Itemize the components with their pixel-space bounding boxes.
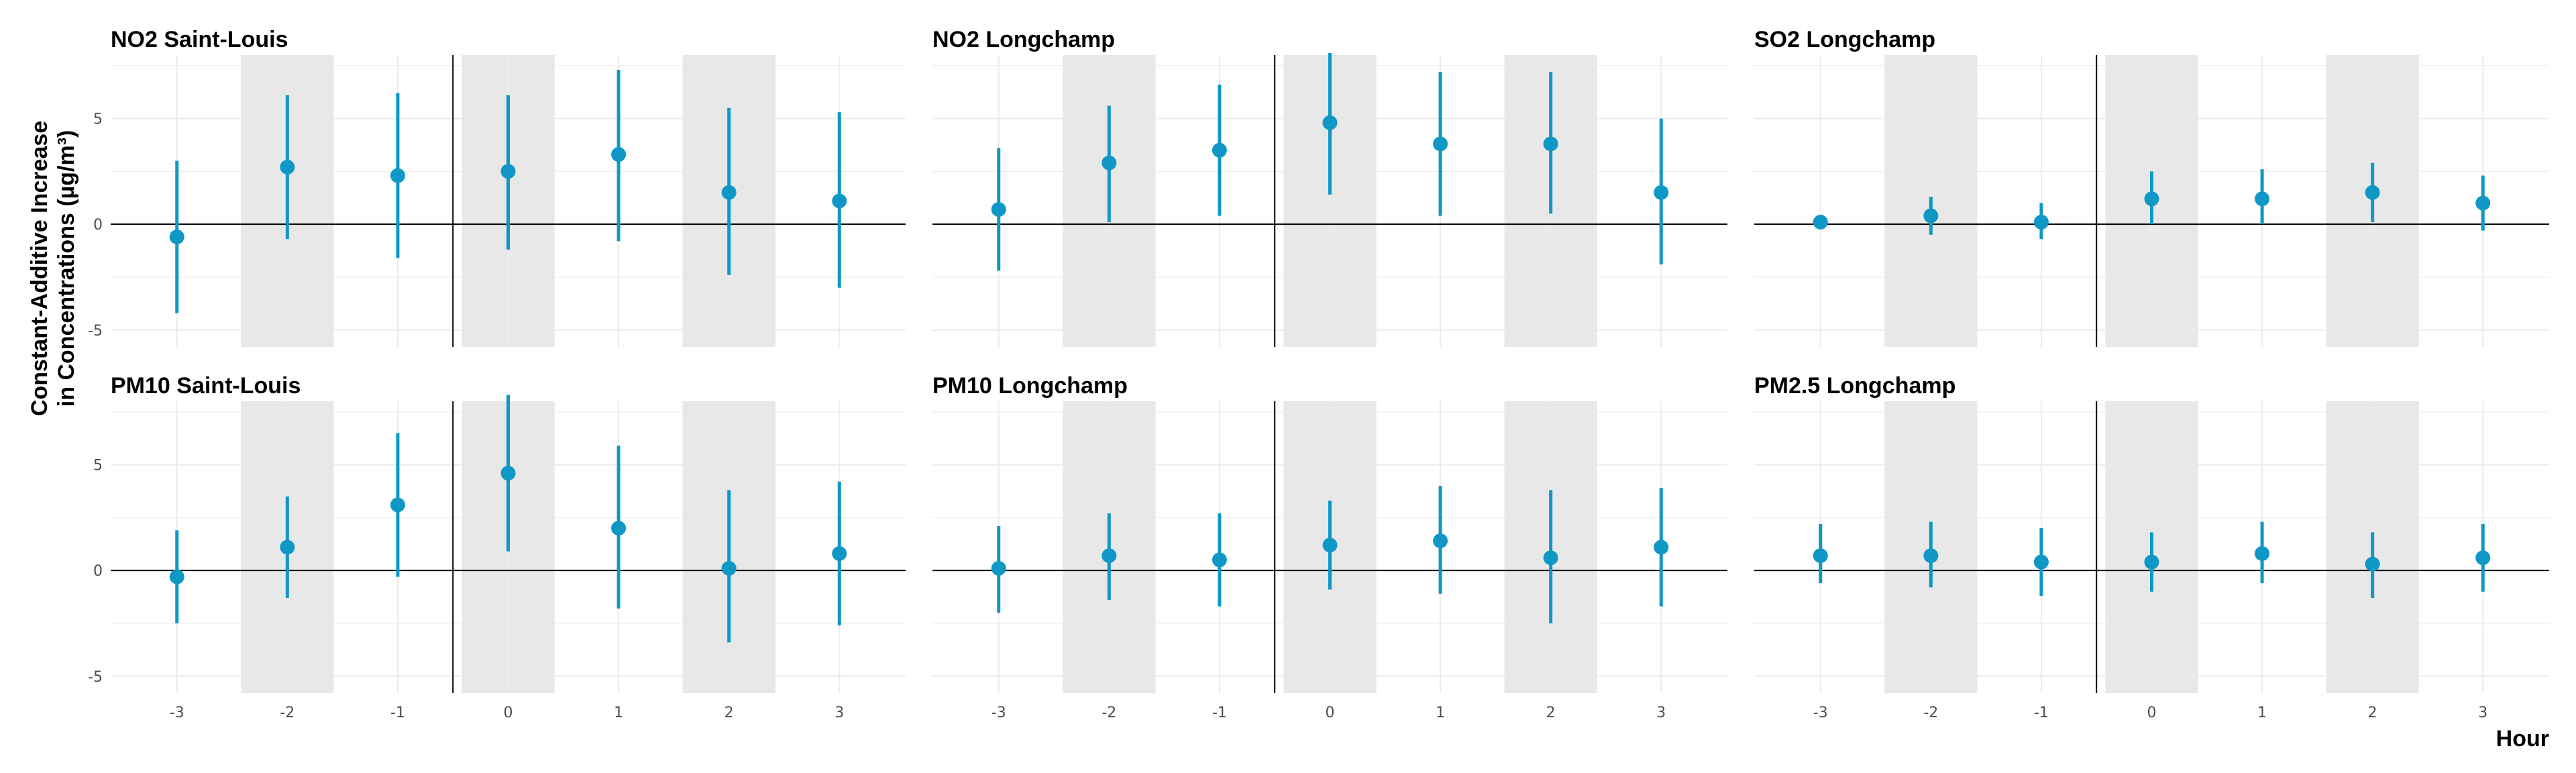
data-point: [390, 168, 405, 183]
data-point: [1102, 155, 1117, 170]
data-point: [1433, 136, 1448, 152]
data-point: [1923, 208, 1939, 223]
panel-title: PM2.5 Longchamp: [1754, 373, 1955, 399]
x-tick-label: -1: [390, 705, 405, 721]
x-tick-label: -3: [991, 705, 1006, 721]
x-tick-label: 2: [1546, 705, 1556, 721]
x-tick-label: -2: [1923, 705, 1938, 721]
data-point: [1923, 548, 1939, 564]
panel-title: PM10 Saint-Louis: [111, 373, 301, 399]
data-point: [721, 185, 737, 200]
y-tick-label: 0: [93, 563, 103, 580]
x-tick-label: 3: [835, 705, 844, 721]
data-point: [991, 561, 1006, 576]
data-point: [1212, 142, 1227, 158]
data-point: [2475, 195, 2491, 211]
x-tick-label: -1: [2034, 705, 2049, 721]
data-point: [2475, 550, 2491, 566]
data-point: [1322, 537, 1338, 553]
data-point: [991, 202, 1006, 217]
y-tick-label: 0: [93, 217, 103, 234]
data-point: [2365, 556, 2380, 572]
data-point: [832, 193, 847, 209]
y-axis-title: Constant-Additive Increasein Concentrati…: [27, 121, 79, 416]
panel-title: NO2 Saint-Louis: [111, 27, 288, 52]
x-tick-label: -3: [170, 705, 184, 721]
data-point: [1543, 136, 1558, 152]
panel-title: SO2 Longchamp: [1754, 27, 1935, 52]
x-tick-label: 0: [504, 705, 513, 721]
data-point: [2255, 546, 2270, 561]
y-axis-title-line: in Concentrations (µg/m³): [54, 130, 79, 407]
data-point: [169, 229, 184, 245]
data-point: [1813, 215, 1828, 230]
data-point: [721, 561, 737, 576]
data-point: [280, 539, 295, 555]
panel-title: NO2 Longchamp: [932, 27, 1115, 52]
data-point: [169, 569, 184, 584]
y-axis-title-line: Constant-Additive Increase: [27, 121, 52, 416]
data-point: [2144, 554, 2159, 570]
panel: SO2 Longchamp: [1754, 27, 2549, 347]
x-tick-label: 2: [2368, 705, 2377, 721]
data-point: [611, 521, 627, 536]
x-tick-label: 3: [1656, 705, 1666, 721]
data-point: [2033, 554, 2049, 570]
x-tick-label: 1: [1436, 705, 1445, 721]
x-tick-label: 0: [2147, 705, 2157, 721]
x-tick-label: 1: [614, 705, 623, 721]
data-point: [1433, 533, 1448, 549]
x-tick-label: 0: [1326, 705, 1335, 721]
panels-layer: NO2 Saint-Louis -5 0 5 NO2 Longchamp SO2 Long…: [88, 27, 2549, 721]
data-point: [832, 546, 847, 561]
data-point: [500, 466, 516, 481]
x-tick-label: 1: [2257, 705, 2267, 721]
data-point: [1654, 539, 1669, 555]
x-axis-title: Hour: [2496, 726, 2549, 752]
data-point: [611, 147, 627, 162]
panel: PM10 Longchamp -3 -2 -1 0 1 2 3: [932, 373, 1727, 721]
x-tick-label: 3: [2478, 705, 2487, 721]
x-tick-label: -2: [280, 705, 294, 721]
panel: NO2 Saint-Louis -5 0 5: [88, 27, 906, 347]
x-tick-label: 2: [724, 705, 734, 721]
panel: PM2.5 Longchamp -3 -2 -1 0 1 2 3: [1754, 373, 2549, 721]
y-tick-label: -5: [88, 323, 103, 340]
y-tick-label: 5: [93, 458, 103, 474]
y-tick-label: -5: [88, 669, 103, 686]
data-point: [390, 497, 405, 513]
data-point: [1102, 548, 1117, 564]
data-point: [2255, 191, 2270, 207]
data-point: [1813, 548, 1828, 564]
data-point: [2144, 191, 2159, 207]
data-point: [2033, 215, 2049, 230]
data-point: [2365, 185, 2380, 200]
data-point: [1212, 552, 1227, 568]
data-point: [1543, 550, 1558, 566]
panel: PM10 Saint-Louis -5 0 5 -3 -2 -1 0 1 2 3: [88, 373, 906, 721]
panel-title: PM10 Longchamp: [932, 373, 1128, 399]
data-point: [1654, 185, 1669, 200]
x-tick-label: -2: [1102, 705, 1116, 721]
panel: NO2 Longchamp: [932, 27, 1727, 347]
data-point: [280, 160, 295, 175]
data-point: [1322, 115, 1338, 130]
y-tick-label: 5: [93, 111, 103, 128]
x-tick-label: -1: [1212, 705, 1227, 721]
data-point: [500, 164, 516, 179]
x-tick-label: -3: [1813, 705, 1828, 721]
